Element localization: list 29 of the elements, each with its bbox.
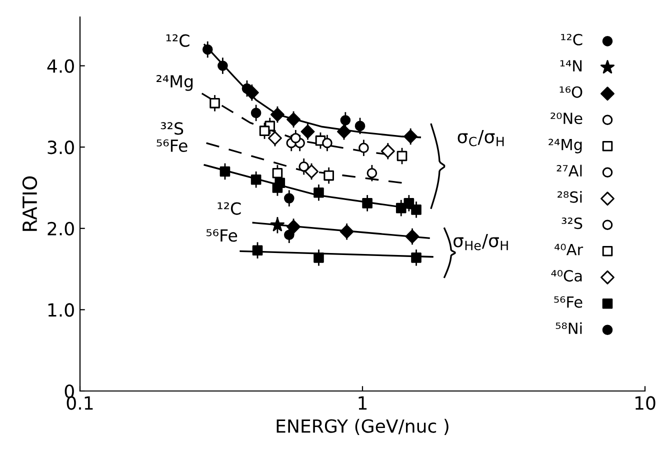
legend-label: ³²S	[562, 218, 582, 230]
legend-label: ¹⁶O	[560, 86, 582, 98]
y-tick-label: 2.0	[48, 222, 74, 236]
y-tick-label: 4.0	[47, 59, 74, 73]
annotation: ⁵⁶Fe	[206, 229, 238, 242]
legend-label: ⁴⁰Ar	[554, 244, 584, 256]
annotation: ³²S	[160, 122, 184, 135]
x-axis-title: ENERGY (GeV/nuc )	[276, 418, 448, 435]
legend-label: ¹⁴N	[560, 60, 582, 72]
legend-label: ⁵⁶Fe	[554, 296, 582, 308]
legend-label: ¹²C	[561, 34, 582, 46]
annotation: σ$_{He}$/σ$_{H}$	[454, 234, 508, 250]
x-tick-label: 0.1	[66, 396, 93, 410]
annotation: σ$_{C}$/σ$_{H}$	[458, 130, 504, 146]
legend-label: ²⁴Mg	[548, 138, 582, 154]
legend-label: ⁴⁰Ca	[551, 270, 582, 282]
legend-label: ²⁷Al	[556, 164, 582, 176]
legend-label: ²⁰Ne	[550, 112, 582, 124]
y-tick-label: 1.0	[48, 303, 74, 317]
y-tick-label: 3.0	[48, 140, 74, 154]
x-tick-label: 1	[358, 396, 367, 410]
x-tick-label: 10	[635, 396, 656, 410]
y-axis-title: RATIO	[22, 176, 38, 231]
annotation: ⁵⁶Fe	[156, 139, 188, 152]
annotation: ²⁴Mg	[156, 75, 193, 91]
annotation: ¹²C	[166, 34, 190, 47]
annotation: ¹²C	[218, 202, 241, 215]
legend-label: ⁵⁸Ni	[556, 322, 582, 334]
legend-label: ²⁸Si	[558, 191, 582, 203]
